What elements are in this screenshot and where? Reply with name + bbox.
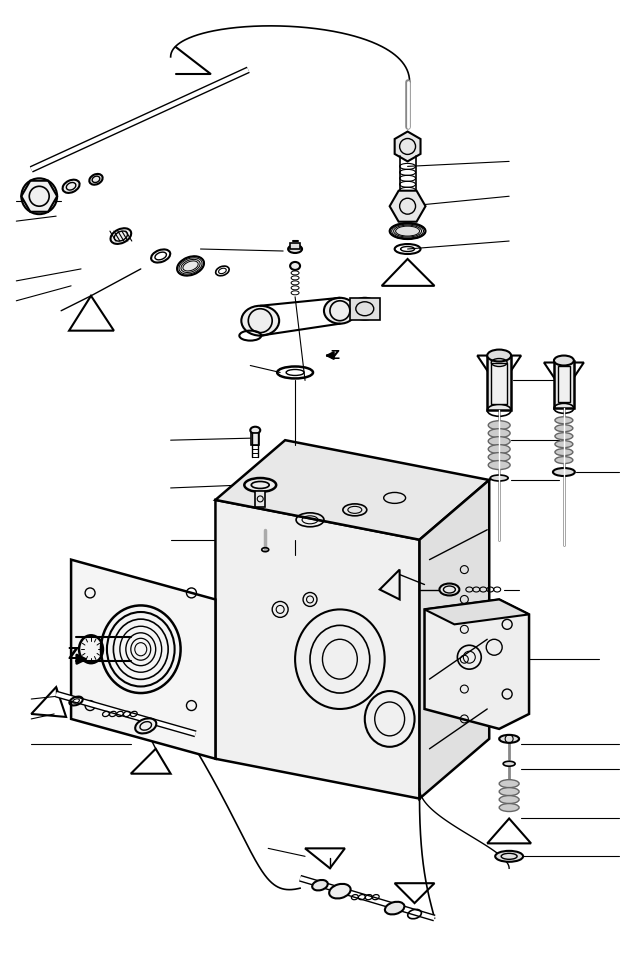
Bar: [251, 434, 260, 445]
Bar: [350, 298, 380, 320]
Ellipse shape: [329, 884, 351, 899]
Ellipse shape: [488, 445, 510, 454]
Bar: [558, 367, 570, 402]
Ellipse shape: [390, 223, 425, 239]
Bar: [255, 491, 265, 507]
Ellipse shape: [351, 298, 379, 320]
Ellipse shape: [89, 174, 103, 184]
Ellipse shape: [244, 478, 276, 492]
Ellipse shape: [555, 440, 573, 448]
Ellipse shape: [555, 433, 573, 439]
Ellipse shape: [495, 851, 523, 861]
Ellipse shape: [62, 180, 79, 193]
Ellipse shape: [110, 228, 131, 244]
Ellipse shape: [555, 425, 573, 432]
Ellipse shape: [288, 245, 302, 253]
Bar: [487, 355, 511, 411]
Ellipse shape: [499, 734, 519, 743]
Ellipse shape: [499, 788, 519, 796]
Ellipse shape: [553, 468, 575, 476]
Ellipse shape: [499, 779, 519, 788]
Ellipse shape: [488, 460, 510, 470]
Polygon shape: [390, 191, 425, 222]
Ellipse shape: [499, 803, 519, 812]
Ellipse shape: [555, 416, 573, 424]
Polygon shape: [425, 600, 529, 625]
Text: Z: Z: [330, 349, 340, 362]
Ellipse shape: [488, 453, 510, 461]
Ellipse shape: [554, 355, 574, 366]
Ellipse shape: [440, 584, 459, 596]
Ellipse shape: [488, 421, 510, 430]
Ellipse shape: [488, 429, 510, 437]
Bar: [554, 361, 574, 409]
Ellipse shape: [241, 306, 279, 335]
Bar: [491, 363, 507, 404]
Polygon shape: [215, 499, 420, 798]
Ellipse shape: [324, 298, 356, 324]
Bar: [290, 243, 300, 249]
Ellipse shape: [555, 456, 573, 463]
Ellipse shape: [487, 350, 511, 362]
Ellipse shape: [392, 196, 423, 216]
Ellipse shape: [490, 475, 508, 481]
Ellipse shape: [177, 256, 204, 276]
Polygon shape: [21, 180, 57, 212]
Ellipse shape: [250, 427, 260, 434]
Ellipse shape: [555, 449, 573, 456]
Ellipse shape: [135, 718, 156, 733]
Ellipse shape: [312, 880, 328, 890]
Polygon shape: [420, 480, 490, 798]
Ellipse shape: [499, 796, 519, 803]
Ellipse shape: [488, 436, 510, 446]
Ellipse shape: [503, 761, 515, 766]
Polygon shape: [215, 440, 490, 540]
Text: Z: Z: [67, 647, 79, 662]
Ellipse shape: [290, 262, 300, 270]
Polygon shape: [425, 600, 529, 729]
Ellipse shape: [385, 902, 404, 914]
Polygon shape: [394, 132, 420, 161]
Polygon shape: [71, 560, 215, 759]
